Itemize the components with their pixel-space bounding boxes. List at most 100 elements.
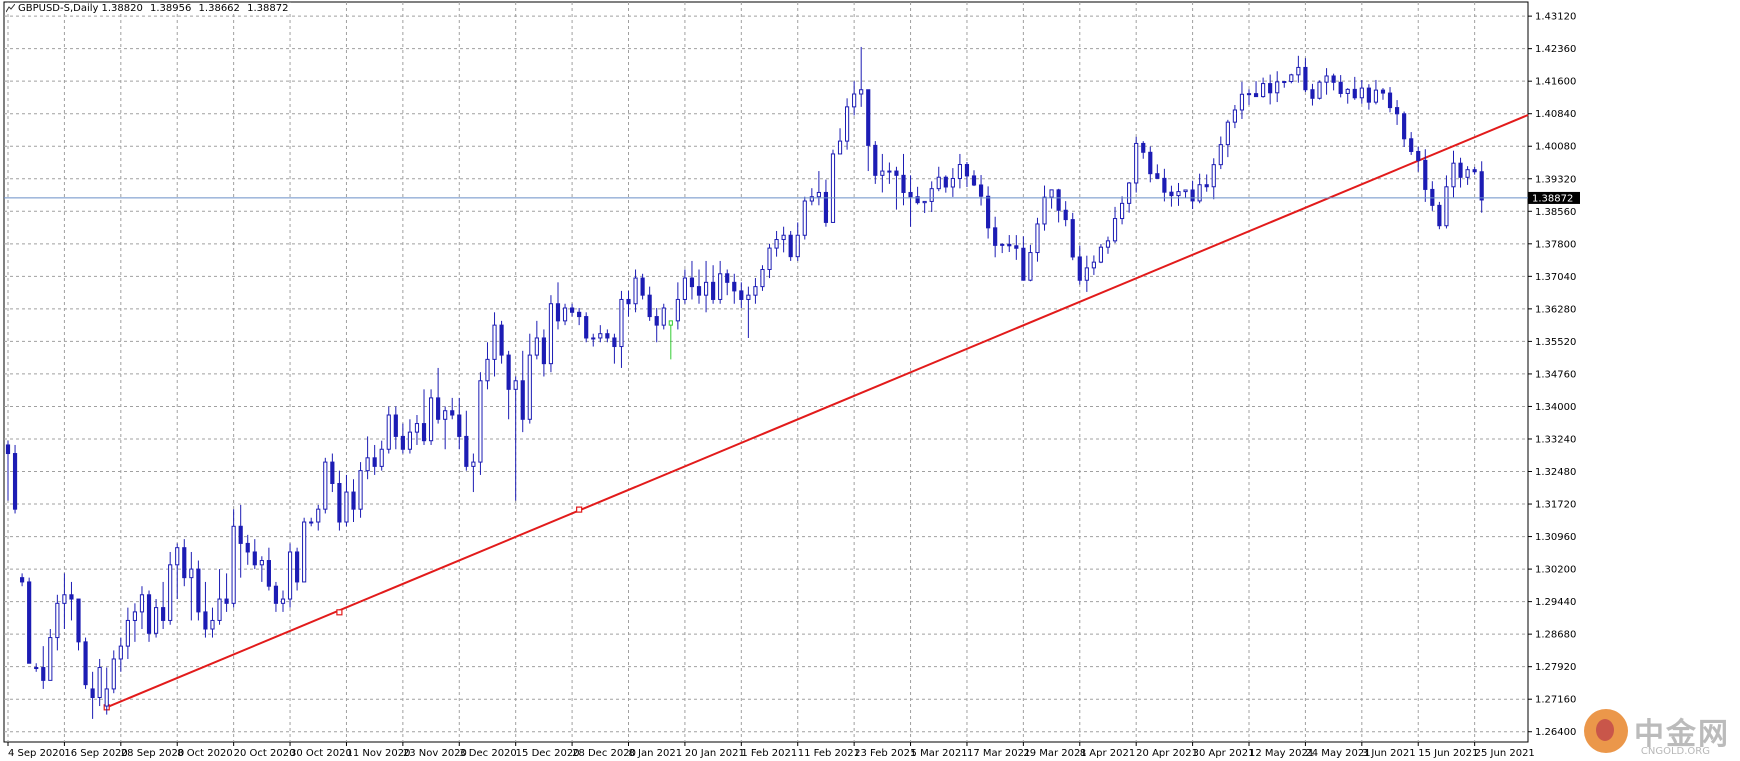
candle bbox=[266, 547, 271, 591]
candle bbox=[654, 308, 659, 343]
trendline-anchor[interactable] bbox=[336, 609, 343, 616]
candle-body-up bbox=[1282, 81, 1287, 84]
candle bbox=[41, 646, 46, 689]
candle bbox=[1253, 81, 1259, 98]
candle bbox=[62, 573, 67, 630]
candle bbox=[1063, 201, 1068, 227]
candle-body-down bbox=[69, 594, 74, 600]
candle-body-down bbox=[894, 170, 899, 176]
y-tick-label: 1.28680 bbox=[1535, 630, 1576, 641]
candle bbox=[591, 333, 596, 347]
candle-body-down bbox=[1077, 256, 1082, 281]
price-axis: 1.43120 1.42360 1.41600 1.40840 1.40080 1.393… bbox=[1528, 12, 1576, 738]
candle bbox=[344, 474, 349, 527]
candle bbox=[534, 320, 539, 360]
candle bbox=[27, 577, 32, 664]
candle-body-down bbox=[1479, 171, 1484, 201]
candle-body-down bbox=[901, 174, 906, 193]
x-tick-label: 11 Feb 2021 bbox=[798, 748, 860, 759]
x-tick-label: 1 Feb 2021 bbox=[741, 748, 797, 759]
candle-body-up bbox=[1091, 261, 1096, 269]
candle-body-down bbox=[182, 547, 187, 579]
candle-body-down bbox=[421, 423, 427, 442]
candle bbox=[168, 551, 173, 625]
open-value: 1.38820 bbox=[101, 3, 143, 14]
candle bbox=[175, 543, 180, 600]
candle bbox=[471, 453, 476, 493]
candle-body-up bbox=[492, 324, 497, 360]
candle bbox=[866, 89, 871, 172]
candle-body-up bbox=[880, 170, 885, 176]
candle bbox=[245, 534, 250, 565]
candle-body-up bbox=[795, 234, 800, 258]
candle-body-up bbox=[1289, 74, 1294, 83]
candle bbox=[548, 295, 554, 373]
candle bbox=[499, 320, 504, 364]
y-tick-label: 1.34760 bbox=[1535, 369, 1576, 380]
candle bbox=[908, 175, 913, 227]
candle bbox=[153, 599, 159, 638]
candle-body-down bbox=[1303, 66, 1308, 91]
candle bbox=[915, 186, 920, 205]
candle bbox=[55, 594, 60, 651]
candle-body-up bbox=[802, 200, 807, 236]
candle bbox=[760, 265, 765, 291]
candle-body-up bbox=[922, 200, 927, 204]
chart-header: GBPUSD-S,Daily 1.38820 1.38956 1.38662 1… bbox=[6, 3, 293, 14]
candle-body-down bbox=[986, 195, 991, 229]
candle-body-up bbox=[1345, 88, 1350, 94]
candle-body-down bbox=[711, 281, 716, 300]
candle-body-down bbox=[12, 453, 18, 510]
candle-body-up bbox=[139, 594, 145, 613]
candle-body-up bbox=[1451, 162, 1456, 188]
candle bbox=[1359, 80, 1364, 104]
candle-body-down bbox=[5, 444, 11, 455]
candle-body-down bbox=[725, 273, 730, 283]
candle-body-up bbox=[837, 140, 843, 155]
candle bbox=[393, 406, 398, 450]
candle-body-down bbox=[1430, 188, 1435, 206]
candle bbox=[555, 282, 561, 330]
candle-body-up bbox=[1112, 218, 1118, 242]
trendline-anchor[interactable] bbox=[576, 506, 583, 513]
candle-body-up bbox=[619, 298, 624, 348]
current-price-label: 1.38872 bbox=[1532, 193, 1573, 204]
candle-body-down bbox=[393, 414, 398, 437]
candle bbox=[570, 303, 575, 317]
trendline-segment[interactable] bbox=[106, 114, 1529, 709]
x-tick-label: 20 Jan 2021 bbox=[685, 748, 745, 759]
candle-body-down bbox=[612, 337, 617, 348]
candle-body-down bbox=[27, 581, 32, 664]
candle-body-up bbox=[633, 277, 638, 305]
candle bbox=[986, 186, 991, 239]
candle bbox=[668, 320, 673, 360]
candle bbox=[1416, 146, 1421, 172]
candle-body-up bbox=[1324, 75, 1329, 83]
candle-body-down bbox=[1416, 150, 1421, 161]
candle-body-up bbox=[1225, 121, 1230, 146]
candle-body-down bbox=[993, 227, 998, 246]
candle-body-down bbox=[20, 577, 25, 583]
candle bbox=[1296, 55, 1301, 83]
x-tick-label: 15 Jun 2021 bbox=[1418, 748, 1478, 759]
candle bbox=[562, 303, 568, 326]
candle bbox=[1211, 158, 1216, 200]
candle-body-down bbox=[1310, 89, 1315, 99]
x-tick-label: 8 Jan 2021 bbox=[629, 748, 683, 759]
candle-body-down bbox=[1402, 113, 1407, 140]
candle bbox=[1098, 243, 1104, 264]
candle-body-down bbox=[337, 482, 342, 523]
candle-body-up bbox=[1373, 89, 1379, 103]
candle-body-up bbox=[168, 564, 173, 621]
candle-body-down bbox=[640, 277, 645, 296]
candle-body-down bbox=[224, 598, 229, 604]
candle-body-up bbox=[781, 234, 786, 241]
candle bbox=[161, 581, 166, 630]
candle-body-down bbox=[400, 435, 405, 450]
candle bbox=[379, 440, 384, 471]
candle-body-up bbox=[534, 337, 539, 356]
candle-body-down bbox=[1070, 219, 1075, 258]
candle bbox=[1077, 245, 1082, 285]
candle-body-down bbox=[457, 414, 462, 437]
candle bbox=[1409, 132, 1414, 155]
